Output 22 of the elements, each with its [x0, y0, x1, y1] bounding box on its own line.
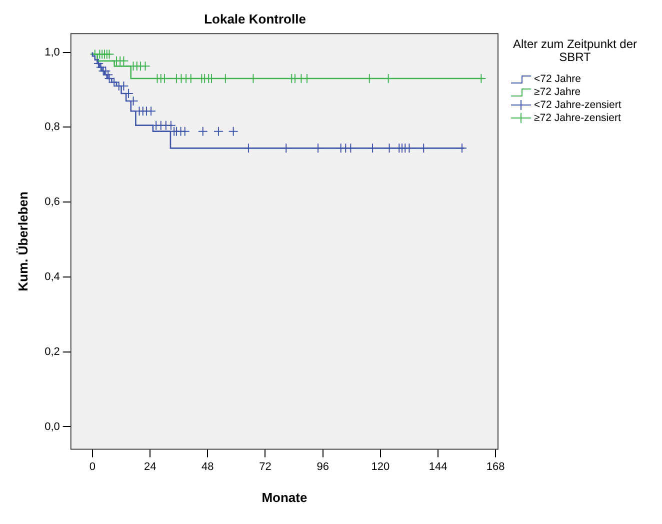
y-axis-title: Kum. Überleben: [15, 192, 30, 292]
x-tick-label: 0: [89, 460, 96, 473]
chart-title: Lokale Kontrolle: [204, 11, 306, 26]
legend-title: Alter zum Zeitpunkt der SBRT: [512, 37, 638, 64]
x-tick-label: 24: [144, 460, 156, 473]
x-tick-label: 72: [259, 460, 272, 473]
legend-label: ≥72 Jahre: [534, 86, 581, 98]
y-tick-label: 0,2: [44, 346, 60, 358]
x-tick-label: 48: [202, 460, 214, 473]
x-tick-label: 144: [428, 460, 448, 473]
legend-label: ≥72 Jahre-zensiert: [534, 112, 621, 124]
y-tick-label: 1,0: [44, 46, 60, 58]
legend-label: <72 Jahre: [534, 72, 581, 84]
y-tick-label: 0,4: [44, 271, 60, 283]
y-tick-label: 0,8: [44, 121, 60, 134]
x-tick-label: 96: [316, 460, 329, 473]
y-tick-label: 0,6: [44, 196, 60, 208]
x-tick-label: 168: [486, 460, 505, 473]
legend-label: <72 Jahre-zensiert: [534, 98, 622, 110]
x-axis-title: Monate: [262, 490, 308, 505]
x-tick-label: 120: [371, 460, 390, 473]
y-tick-label: 0,0: [44, 420, 60, 433]
